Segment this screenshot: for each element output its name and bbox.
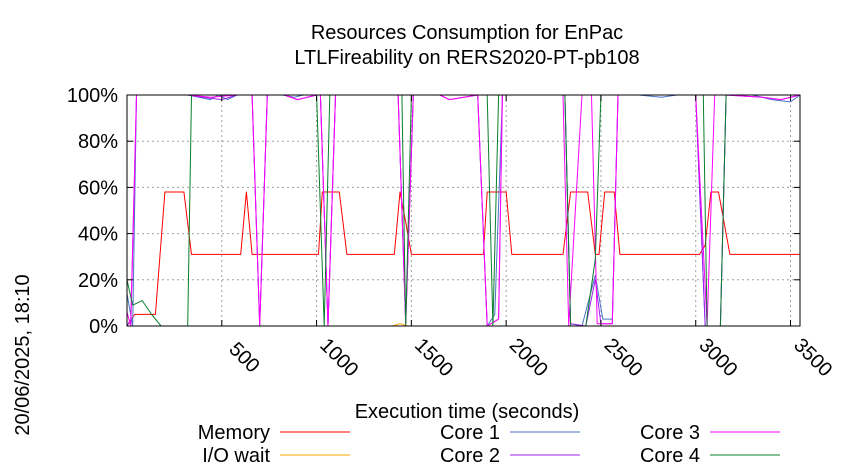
y-tick-label: 40%	[78, 224, 118, 246]
series-lines	[126, 94, 801, 327]
x-tick-label: 500	[224, 338, 263, 377]
x-tick-label: 3000	[694, 334, 741, 381]
timestamp-label: 20/06/2025, 18:10	[12, 274, 34, 435]
legend-label-memory: Memory	[198, 422, 270, 444]
legend-label-core-2: Core 2	[440, 445, 500, 467]
legend-label-core-3: Core 3	[640, 422, 700, 444]
legend-label-core-1: Core 1	[440, 422, 500, 444]
series-line-core-1	[126, 94, 801, 327]
chart-title-line-2: LTLFireability on RERS2020-PT-pb108	[294, 47, 639, 69]
x-tick-label: 2000	[505, 334, 552, 381]
x-axis-label: Execution time (seconds)	[355, 401, 580, 423]
y-tick-label: 20%	[78, 270, 118, 292]
x-tick-label: 3500	[789, 334, 836, 381]
legend-label-core-4: Core 4	[640, 445, 700, 467]
y-tick-label: 80%	[78, 131, 118, 153]
legend-label-i-o-wait: I/O wait	[202, 445, 270, 467]
y-tick-label: 0%	[89, 316, 118, 338]
x-tick-label: 2500	[600, 334, 647, 381]
series-line-core-4	[126, 94, 800, 327]
chart-title-line-1: Resources Consumption for EnPac	[311, 22, 623, 44]
x-tick-label: 1500	[410, 334, 457, 381]
plot-frame	[126, 94, 801, 327]
series-line-core-2	[126, 94, 801, 327]
series-line-memory	[126, 191, 800, 327]
series-line-core-3	[126, 94, 801, 327]
x-tick-label: 1000	[315, 334, 362, 381]
y-tick-label: 60%	[78, 177, 118, 199]
grid-lines	[127, 95, 800, 326]
y-tick-label: 100%	[67, 85, 118, 107]
